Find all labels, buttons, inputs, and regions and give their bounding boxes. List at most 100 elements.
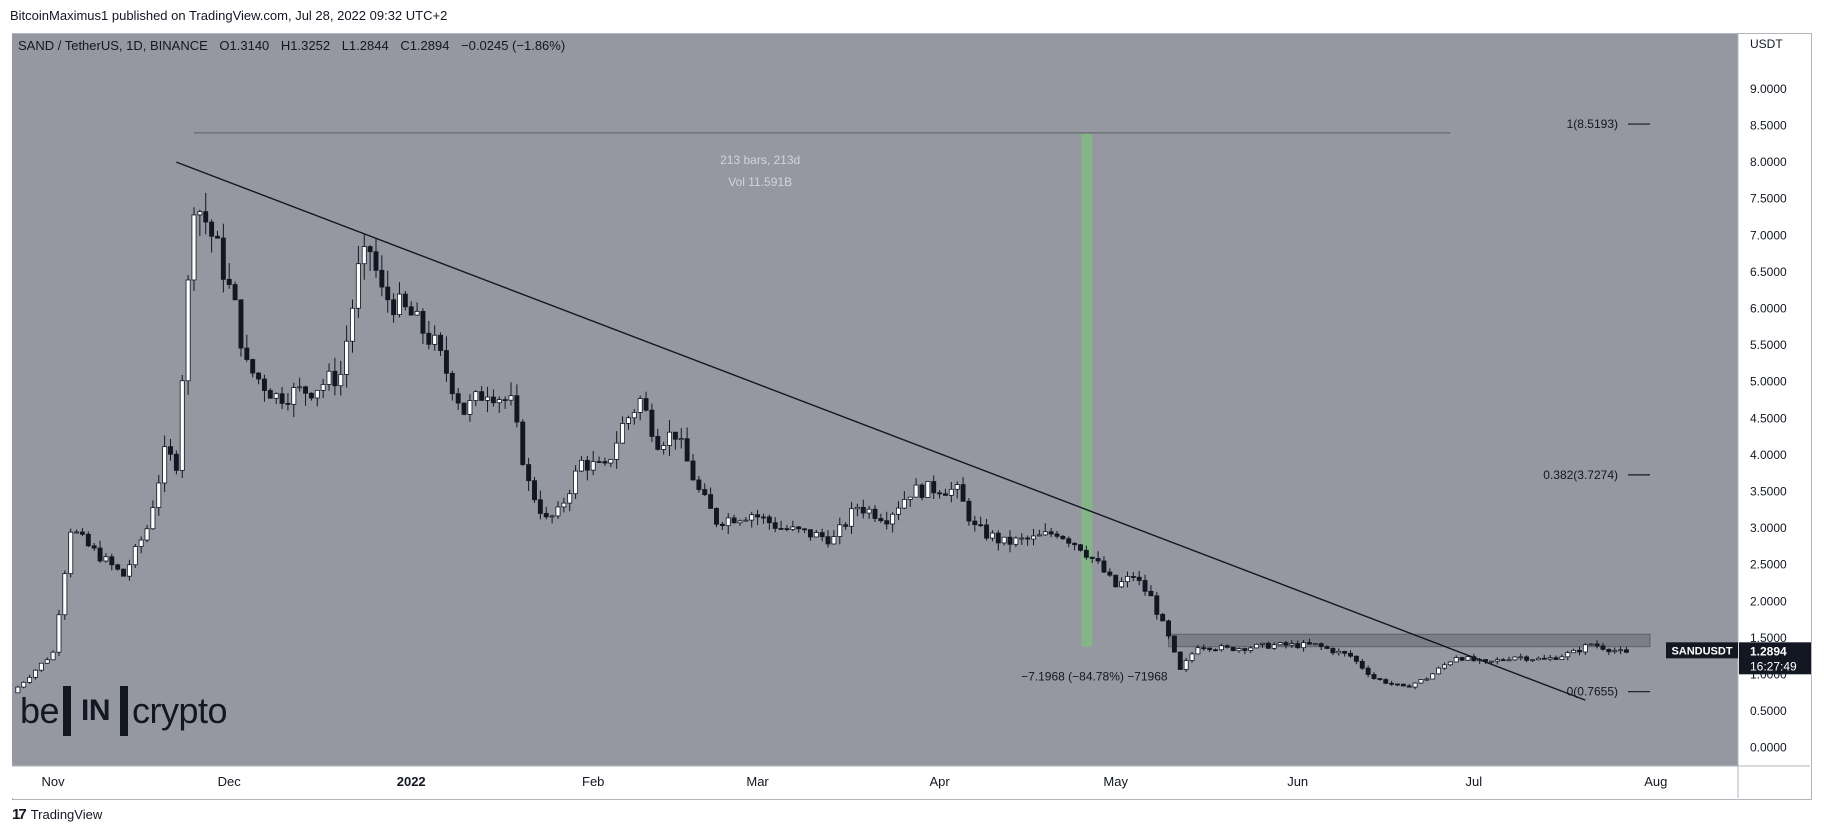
candle-body bbox=[1060, 535, 1066, 540]
candle-body bbox=[397, 293, 402, 316]
y-tick-label: 3.0000 bbox=[1750, 521, 1787, 535]
candle-body bbox=[1442, 664, 1447, 669]
candle-body bbox=[1207, 647, 1213, 651]
candle-body bbox=[1119, 581, 1125, 588]
candle-body bbox=[62, 573, 68, 616]
candle-body bbox=[843, 524, 849, 527]
x-tick-label: Feb bbox=[582, 774, 604, 789]
candle-body bbox=[97, 547, 103, 562]
candle-body bbox=[907, 496, 913, 500]
candle-body bbox=[1565, 652, 1571, 658]
candle-body bbox=[1007, 536, 1013, 545]
fib-level-label: 0(0.7655) bbox=[1567, 685, 1618, 699]
candle-body bbox=[878, 518, 884, 522]
x-tick-label: Aug bbox=[1644, 774, 1667, 789]
candle-body bbox=[890, 513, 896, 525]
x-tick-label: Jul bbox=[1466, 774, 1483, 789]
candle-body bbox=[455, 393, 461, 404]
brand-suffix: crypto bbox=[132, 690, 228, 731]
high-label: H bbox=[280, 38, 291, 53]
tradingview-footer[interactable]: 17 TradingView bbox=[12, 806, 102, 823]
candle-body bbox=[1377, 678, 1383, 680]
candle-body bbox=[44, 659, 50, 664]
y-tick-label: 7.0000 bbox=[1750, 228, 1787, 242]
candle-body bbox=[1371, 674, 1377, 679]
candle-body bbox=[561, 502, 567, 508]
candle-body bbox=[872, 508, 878, 519]
candle-body bbox=[490, 396, 496, 404]
candle-body bbox=[1019, 537, 1025, 540]
candle-body bbox=[74, 531, 80, 534]
candle-body bbox=[790, 526, 796, 530]
candle-body bbox=[1254, 643, 1260, 649]
candle-body bbox=[79, 531, 85, 535]
candle-body bbox=[960, 484, 966, 502]
candle-body bbox=[1265, 642, 1271, 649]
candle-body bbox=[1042, 531, 1048, 536]
candle-body bbox=[168, 446, 173, 455]
candle-body bbox=[1530, 659, 1535, 662]
candle-body bbox=[620, 423, 626, 444]
candle-body bbox=[1236, 648, 1242, 652]
candle-body bbox=[1459, 657, 1465, 661]
candle-body bbox=[1277, 642, 1283, 646]
candle-body bbox=[1406, 685, 1412, 688]
candle-body bbox=[1330, 648, 1336, 654]
candle-body bbox=[291, 387, 297, 405]
candle-body bbox=[1506, 659, 1512, 662]
candle-body bbox=[678, 438, 684, 441]
tradingview-label: TradingView bbox=[30, 807, 103, 822]
candle-body bbox=[1271, 644, 1277, 649]
candle-body bbox=[931, 481, 937, 494]
candle-body bbox=[1130, 576, 1136, 578]
measure-vol-text: Vol 11.591B bbox=[728, 175, 792, 189]
price-chart[interactable]: USDT0.00000.50001.00001.50002.00002.5000… bbox=[0, 0, 1824, 800]
candle-body bbox=[308, 392, 314, 399]
candle-body bbox=[1177, 651, 1183, 670]
candle-body bbox=[1218, 645, 1224, 651]
candle-body bbox=[514, 395, 520, 423]
candle-body bbox=[1113, 574, 1119, 588]
candle-body bbox=[555, 506, 561, 517]
candle-body bbox=[267, 390, 273, 399]
candle-body bbox=[1418, 679, 1424, 684]
candle-body bbox=[1524, 656, 1530, 661]
candle-body bbox=[1624, 649, 1629, 653]
candle-body bbox=[1577, 649, 1582, 653]
candle-body bbox=[1048, 531, 1054, 535]
candle-body bbox=[1160, 613, 1166, 622]
y-tick-label: 5.0000 bbox=[1750, 375, 1787, 389]
time-axis-panel bbox=[12, 766, 1738, 798]
x-tick-label: Dec bbox=[218, 774, 242, 789]
candle-body bbox=[461, 402, 467, 415]
candle-body bbox=[802, 528, 808, 531]
candle-body bbox=[1512, 656, 1518, 661]
candle-body bbox=[150, 507, 156, 530]
candle-body bbox=[925, 481, 931, 498]
candle-body bbox=[942, 493, 948, 496]
x-tick-label: Jun bbox=[1287, 774, 1308, 789]
price-tag-value-bg bbox=[1739, 642, 1811, 675]
candle-body bbox=[379, 269, 385, 288]
candle-body bbox=[385, 286, 391, 301]
candle-body bbox=[807, 529, 813, 538]
y-tick-label: 8.0000 bbox=[1750, 155, 1787, 169]
candle-body bbox=[85, 533, 91, 547]
x-tick-label: Nov bbox=[42, 774, 66, 789]
y-tick-label: 0.5000 bbox=[1750, 704, 1787, 718]
candle-body bbox=[661, 445, 667, 450]
candle-body bbox=[1500, 659, 1506, 662]
candle-body bbox=[978, 524, 984, 527]
x-tick-label: 2022 bbox=[397, 774, 426, 789]
y-tick-label: 4.0000 bbox=[1750, 448, 1787, 462]
candle-body bbox=[297, 386, 303, 389]
measure-vertical-band bbox=[1081, 132, 1093, 647]
candle-body bbox=[737, 520, 743, 524]
candle-body bbox=[520, 421, 526, 465]
candle-body bbox=[954, 484, 960, 490]
measure-change-text: −7.1968 (−84.78%) −71968 bbox=[1021, 669, 1168, 683]
candle-body bbox=[332, 370, 338, 387]
close-value: 1.2894 bbox=[409, 38, 450, 53]
candle-body bbox=[438, 334, 444, 351]
close-label: C bbox=[400, 38, 410, 53]
